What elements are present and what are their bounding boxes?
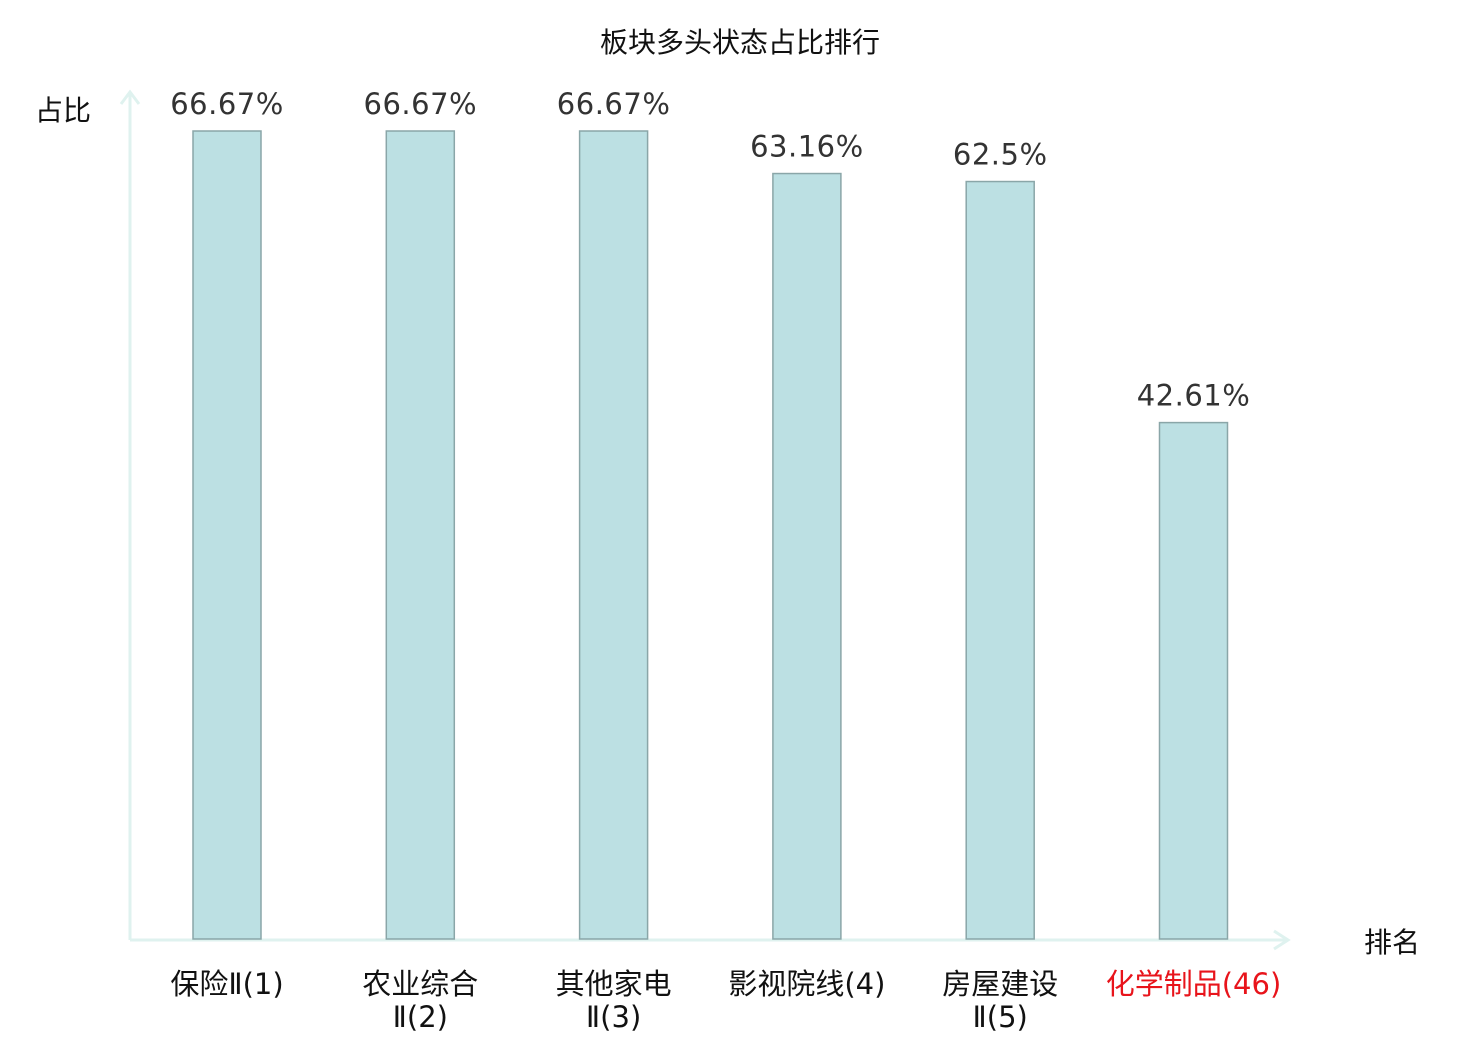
data-label: 42.61% xyxy=(1137,379,1251,413)
x-tick-label: 农业综合 xyxy=(362,967,478,1001)
chart-title: 板块多头状态占比排行 xyxy=(600,26,880,59)
x-axis-label: 排名 xyxy=(1364,926,1420,959)
x-tick-label: 保险Ⅱ(1) xyxy=(170,967,283,1001)
x-tick-label: Ⅱ(2) xyxy=(393,1000,448,1034)
x-tick-label: 化学制品(46) xyxy=(1106,967,1282,1001)
x-tick-label: Ⅱ(3) xyxy=(586,1000,641,1034)
x-tick-label: 房屋建设 xyxy=(942,967,1058,1001)
x-tick-label: Ⅱ(5) xyxy=(973,1000,1028,1034)
bar xyxy=(965,180,1035,940)
bar xyxy=(772,172,842,940)
y-axis-label: 占比 xyxy=(35,94,91,127)
data-label: 66.67% xyxy=(364,87,478,121)
data-label: 62.5% xyxy=(953,138,1048,172)
bar xyxy=(1158,421,1229,940)
x-tick-label: 影视院线(4) xyxy=(728,967,885,1001)
y-axis-arrow-icon xyxy=(119,89,141,105)
bar xyxy=(385,130,456,940)
bar xyxy=(192,130,262,940)
x-axis-arrow-icon xyxy=(1273,929,1291,951)
data-label: 66.67% xyxy=(170,87,284,121)
data-label: 66.67% xyxy=(557,87,671,121)
data-label: 63.16% xyxy=(750,130,864,164)
x-tick-label: 其他家电 xyxy=(556,967,672,1001)
bar xyxy=(578,130,649,940)
